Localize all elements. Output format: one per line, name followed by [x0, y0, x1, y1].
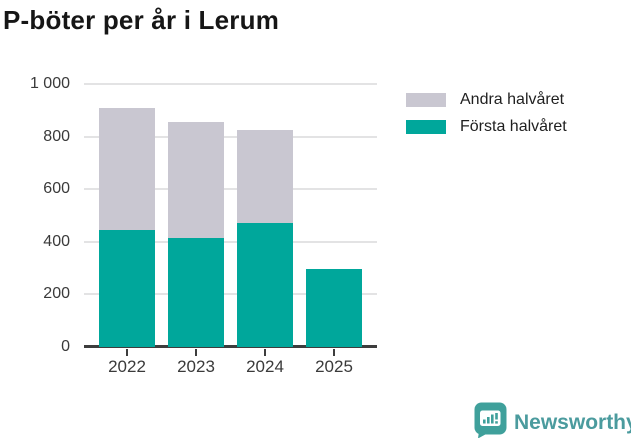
- x-tick-label-2024: 2024: [246, 357, 284, 376]
- legend-item: Första halvåret: [406, 117, 567, 137]
- y-axis-labels: 0 200 400 600 800 1 000: [0, 75, 70, 355]
- bar-segment-2022-Andra halvåret: [99, 107, 155, 230]
- plot-area: 2022 2023 2024 2025: [84, 83, 377, 376]
- bar-2023: [168, 122, 224, 347]
- y-tick-label: 800: [43, 127, 70, 145]
- y-tick-label: 600: [43, 180, 70, 198]
- x-tick-2025: [333, 349, 335, 356]
- bar-2024: [237, 130, 293, 347]
- bar-segment-2023-Andra halvåret: [168, 122, 224, 238]
- gridline-200: [84, 293, 377, 296]
- gridline-1000: [84, 83, 377, 85]
- y-tick-label: 0: [61, 338, 70, 355]
- legend: Andra halvåret Första halvåret: [406, 90, 567, 144]
- x-tick-label-2023: 2023: [177, 357, 215, 376]
- gridline-400: [84, 240, 377, 243]
- legend-label: Andra halvåret: [460, 91, 565, 108]
- x-tick-2023: [195, 349, 197, 356]
- y-tick-label: 400: [43, 232, 70, 250]
- bar-segment-2025-Första halvåret: [306, 269, 362, 347]
- bar-segment-2023-Första halvåret: [168, 237, 224, 347]
- gridline-600: [84, 188, 377, 191]
- x-tick-label-2025: 2025: [315, 357, 353, 376]
- chart-title: P-böter per år i Lerum: [3, 5, 280, 35]
- y-tick-label: 1 000: [29, 75, 70, 92]
- legend-swatch: [406, 120, 446, 134]
- bar-2025: [306, 269, 362, 347]
- x-axis-line: [84, 345, 377, 348]
- bar-segment-2024-Andra halvåret: [237, 130, 293, 224]
- x-tick-2024: [264, 349, 266, 356]
- x-tick-2022: [126, 349, 128, 356]
- newsworthy-logo[interactable]: Newsworthy: [474, 402, 631, 439]
- y-tick-label: 200: [43, 285, 70, 303]
- legend-swatch: [406, 93, 446, 107]
- x-tick-label-2022: 2022: [108, 357, 146, 376]
- bar-segment-2022-Första halvåret: [99, 229, 155, 347]
- newsworthy-logo-text: Newsworthy: [514, 410, 631, 434]
- gridline-800: [84, 135, 377, 138]
- newsworthy-logo-icon: [474, 402, 507, 439]
- bar-2022: [99, 107, 155, 347]
- bar-segment-2024-Första halvåret: [237, 223, 293, 347]
- legend-label: Första halvåret: [460, 118, 567, 135]
- legend-item: Andra halvåret: [406, 90, 567, 110]
